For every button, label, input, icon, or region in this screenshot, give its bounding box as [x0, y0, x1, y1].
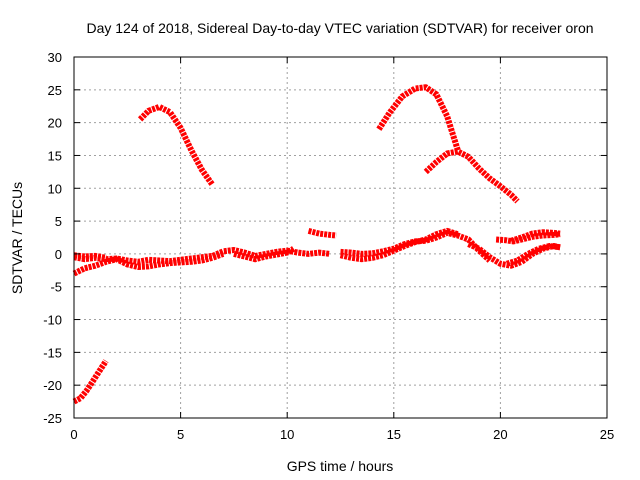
series-arc-8 — [233, 246, 296, 263]
y-axis-label: SDTVAR / TECUs — [9, 182, 25, 294]
y-tick-label: -15 — [43, 345, 62, 360]
series-arc-3 — [376, 84, 461, 152]
x-axis-label: GPS time / hours — [287, 458, 394, 474]
series-arc-4 — [423, 148, 520, 204]
x-tick-label: 20 — [493, 427, 507, 442]
plot-frame — [73, 56, 608, 419]
x-tick-label: 5 — [177, 427, 184, 442]
y-tick-label: 15 — [48, 148, 62, 163]
series-arc-12 — [467, 241, 561, 269]
series-arc-7 — [73, 252, 107, 261]
series-layer — [72, 84, 561, 405]
y-tick-label: 20 — [48, 116, 62, 131]
x-tick-label: 25 — [600, 427, 614, 442]
series-arc-6 — [72, 251, 225, 277]
series-arc-14 — [505, 243, 561, 267]
y-tick-label: -10 — [43, 313, 62, 328]
y-tick-label: -20 — [43, 378, 62, 393]
y-tick-label: 5 — [55, 214, 62, 229]
series-arc-11 — [340, 229, 492, 263]
series-arc-1 — [72, 359, 109, 405]
y-tick-label: -25 — [43, 411, 62, 426]
y-axis-ticks: -25 -20 -15 -10 -5 0 5 10 15 20 25 30 — [43, 50, 607, 426]
y-tick-label: 30 — [48, 50, 62, 65]
y-tick-label: -5 — [50, 280, 62, 295]
x-axis-ticks: 0 5 10 15 20 25 — [70, 57, 614, 442]
series-arc-9 — [307, 227, 337, 239]
y-tick-label: 0 — [55, 247, 62, 262]
x-tick-label: 0 — [70, 427, 77, 442]
chart-title: Day 124 of 2018, Sidereal Day-to-day VTE… — [86, 20, 593, 36]
series-arc-2 — [137, 103, 216, 187]
y-tick-label: 10 — [48, 181, 62, 196]
series-arc-15 — [510, 229, 561, 244]
x-tick-label: 15 — [387, 427, 401, 442]
y-tick-label: 25 — [48, 83, 62, 98]
x-tick-label: 10 — [280, 427, 294, 442]
